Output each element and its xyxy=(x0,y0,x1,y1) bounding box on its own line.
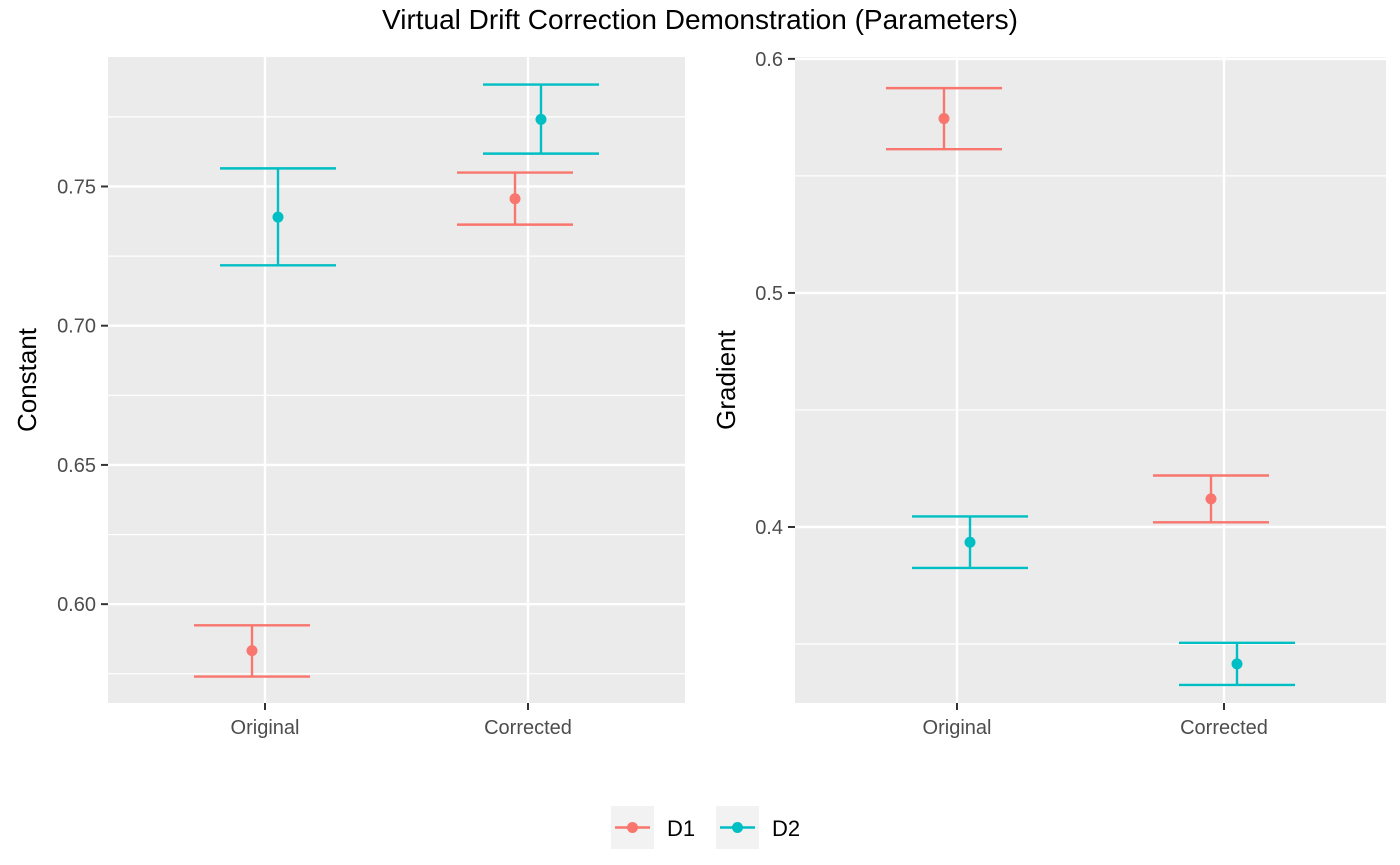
y-tick-label: 0.6 xyxy=(755,49,783,71)
legend-key-point xyxy=(732,822,743,833)
y-axis-title: Gradient xyxy=(711,329,741,429)
y-tick-label: 0.75 xyxy=(57,176,96,198)
legend-key-point xyxy=(627,822,638,833)
panel-background xyxy=(108,57,685,703)
data-point-d2 xyxy=(1231,658,1243,670)
data-point-d1 xyxy=(1205,493,1217,505)
panel-background xyxy=(795,57,1386,703)
data-point-d1 xyxy=(509,193,521,205)
data-point-d2 xyxy=(535,113,547,125)
y-tick-label: 0.60 xyxy=(57,594,96,616)
y-tick-label: 0.70 xyxy=(57,316,96,338)
y-axis-title: Constant xyxy=(12,327,42,432)
data-point-d1 xyxy=(938,113,950,125)
data-point-d2 xyxy=(964,536,976,548)
y-tick-label: 0.65 xyxy=(57,455,96,477)
x-tick-label: Corrected xyxy=(484,717,572,739)
legend-label-d2: D2 xyxy=(772,816,800,841)
x-tick-label: Original xyxy=(923,717,992,739)
legend-label-d1: D1 xyxy=(667,816,695,841)
y-tick-label: 0.4 xyxy=(755,517,783,539)
legend: D1 D2 xyxy=(611,806,800,849)
constant-panel: 0.60 0.65 0.70 0.75 Original Corrected Constan… xyxy=(12,57,685,739)
y-tick-label: 0.5 xyxy=(755,283,783,305)
x-tick-label: Original xyxy=(231,717,300,739)
data-point-d1 xyxy=(246,645,258,657)
chart-title: Virtual Drift Correction Demonstration (… xyxy=(382,4,1018,35)
gradient-panel: 0.4 0.5 0.6 Original Corrected Gradient xyxy=(711,49,1386,739)
x-tick-label: Corrected xyxy=(1180,717,1268,739)
data-point-d2 xyxy=(272,211,284,223)
